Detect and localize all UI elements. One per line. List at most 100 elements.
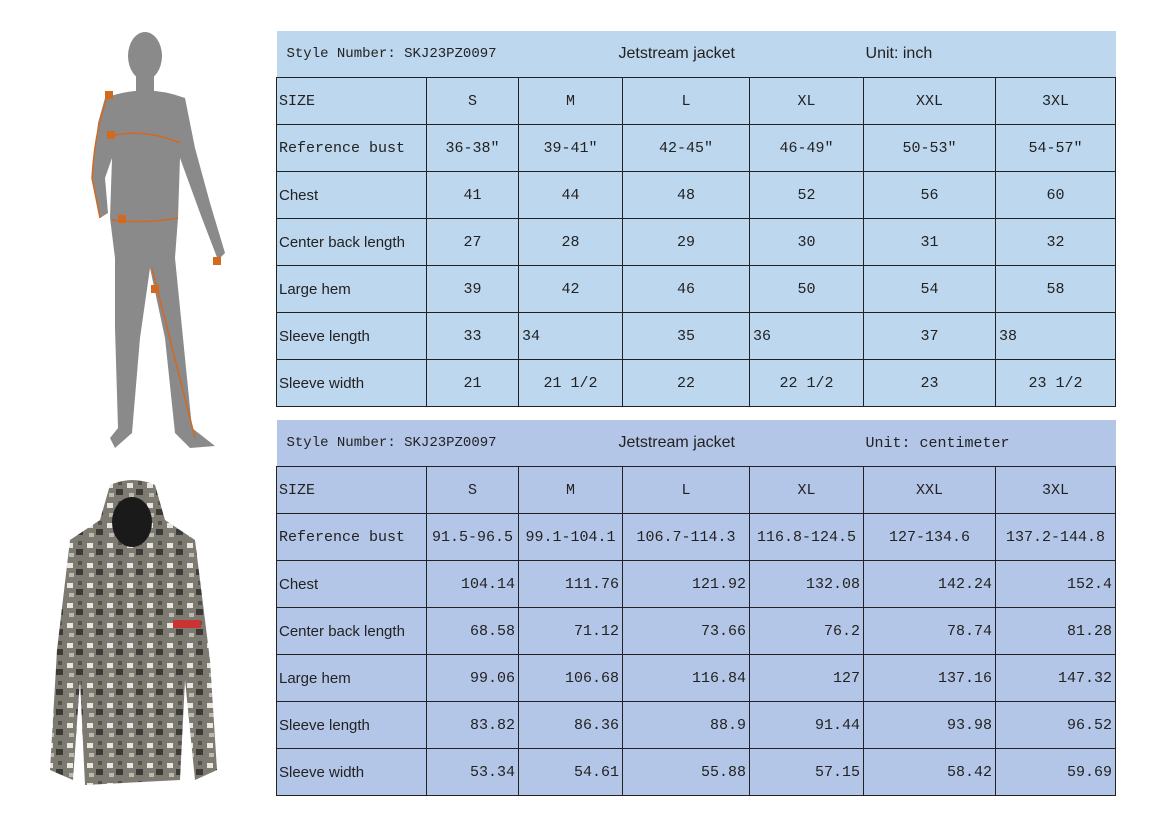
measurement-cell: 73.66 — [622, 607, 751, 655]
measurement-cell: 71.12 — [518, 607, 624, 655]
measurement-cell: 91.5-96.5 — [425, 513, 520, 561]
measurement-cell: 34 — [518, 312, 624, 360]
measurement-cell: 42-45″ — [622, 124, 751, 172]
measurement-cell: 39 — [425, 265, 520, 313]
measurement-cell: 99.1-104.1 — [518, 513, 624, 561]
row-label: Sleeve width — [276, 359, 427, 407]
measurement-cell: 50-53″ — [863, 124, 997, 172]
measurement-cell: 53.34 — [425, 748, 520, 796]
table-title-row: Style Number: SKJ23PZ0097 Jetstream jack… — [276, 31, 1116, 78]
measurement-cell: 81.28 — [995, 607, 1117, 655]
measurement-cell: 152.4 — [995, 560, 1117, 608]
measurement-cell: 132.08 — [749, 560, 865, 608]
measurement-cell: 54-57″ — [995, 124, 1117, 172]
measurement-cell: 36-38″ — [425, 124, 520, 172]
size-header: XL — [749, 77, 865, 125]
measurement-cell: 93.98 — [863, 701, 997, 749]
row-label: Reference bust — [276, 124, 427, 172]
size-header: XL — [749, 466, 865, 514]
table-row: Center back length 27 28 29 30 31 32 — [276, 218, 1117, 266]
measurement-cell: 116.84 — [622, 654, 751, 702]
measurement-cell: 41 — [425, 171, 520, 219]
measurement-cell: 96.52 — [995, 701, 1117, 749]
measurement-cell: 46 — [622, 265, 751, 313]
measurement-cell: 55.88 — [622, 748, 751, 796]
measurement-cell: 39-41″ — [518, 124, 624, 172]
cm-size-table: Style Number: SKJ23PZ0097 Jetstream jack… — [276, 420, 1117, 796]
measurement-cell: 38 — [995, 312, 1117, 360]
measurement-cell: 104.14 — [425, 560, 520, 608]
table-row: Large hem 39 42 46 50 54 58 — [276, 265, 1117, 313]
measurement-cell: 76.2 — [749, 607, 865, 655]
measurement-cell: 30 — [749, 218, 865, 266]
size-header: M — [518, 77, 624, 125]
measurement-cell: 88.9 — [622, 701, 751, 749]
size-label: SIZE — [276, 466, 427, 514]
measurement-cell: 22 1/2 — [749, 359, 865, 407]
measurement-cell: 78.74 — [863, 607, 997, 655]
size-header: M — [518, 466, 624, 514]
table-row: Reference bust 91.5-96.5 99.1-104.1 106.7-1… — [276, 513, 1117, 561]
measurement-cell: 54.61 — [518, 748, 624, 796]
row-label: Sleeve length — [276, 312, 427, 360]
measurement-cell: 59.69 — [995, 748, 1117, 796]
measurement-cell: 83.82 — [425, 701, 520, 749]
measurement-cell: 33 — [425, 312, 520, 360]
table-row: Sleeve width 53.34 54.61 55.88 57.15 58.42 59.… — [276, 748, 1117, 796]
measurement-cell: 99.06 — [425, 654, 520, 702]
measurement-cell: 21 — [425, 359, 520, 407]
jacket-product-image — [50, 480, 217, 785]
row-label: Chest — [276, 171, 427, 219]
measurement-cell: 56 — [863, 171, 997, 219]
measurement-cell: 22 — [622, 359, 751, 407]
row-label: Sleeve length — [276, 701, 427, 749]
measurement-cell: 116.8-124.5 — [749, 513, 865, 561]
table-row: Reference bust 36-38″ 39-41″ 42-45″ 46-49″ 50… — [276, 124, 1117, 172]
measurement-cell: 68.58 — [425, 607, 520, 655]
measurement-cell: 36 — [749, 312, 865, 360]
measurement-cell: 42 — [518, 265, 624, 313]
row-label: Chest — [276, 560, 427, 608]
measurement-cell: 121.92 — [622, 560, 751, 608]
measurement-cell: 60 — [995, 171, 1117, 219]
measurement-cell: 37 — [863, 312, 997, 360]
measurement-cell: 48 — [622, 171, 751, 219]
measurement-cell: 31 — [863, 218, 997, 266]
marker-2 — [107, 131, 115, 139]
inch-size-table: Style Number: SKJ23PZ0097 Jetstream jack… — [276, 31, 1117, 407]
body-measurement-figure — [91, 32, 225, 448]
size-header: L — [622, 466, 751, 514]
header-row: SIZE S M L XL XXL 3XL — [276, 466, 1117, 514]
unit-label: Unit: centimeter — [863, 420, 1116, 467]
unit-label: Unit: inch — [863, 31, 1116, 78]
measurement-cell: 91.44 — [749, 701, 865, 749]
product-name: Jetstream jacket — [518, 31, 864, 78]
measurement-cell: 50 — [749, 265, 865, 313]
table-row: Sleeve length 83.82 86.36 88.9 91.44 93.98 96.… — [276, 701, 1117, 749]
measurement-cell: 54 — [863, 265, 997, 313]
style-number: Style Number: SKJ23PZ0097 — [276, 420, 519, 467]
measurement-cell: 137.2-144.8 — [995, 513, 1117, 561]
size-label: SIZE — [276, 77, 427, 125]
row-label: Center back length — [276, 607, 427, 655]
size-header: S — [425, 466, 520, 514]
measurement-cell: 111.76 — [518, 560, 624, 608]
table-title-row: Style Number: SKJ23PZ0097 Jetstream jack… — [276, 420, 1116, 467]
measurement-cell: 46-49″ — [749, 124, 865, 172]
table-row: Sleeve width 21 21 1/2 22 22 1/2 23 23 1/2 — [276, 359, 1117, 407]
measurement-cell: 147.32 — [995, 654, 1117, 702]
measurement-cell: 29 — [622, 218, 751, 266]
table-row: Center back length 68.58 71.12 73.66 76.2 78.… — [276, 607, 1117, 655]
marker-1 — [105, 91, 113, 99]
product-name: Jetstream jacket — [518, 420, 864, 467]
measurement-cell: 127-134.6 — [863, 513, 997, 561]
table-row: Large hem 99.06 106.68 116.84 127 137.16 147.3… — [276, 654, 1117, 702]
row-label: Center back length — [276, 218, 427, 266]
marker-3 — [118, 215, 126, 223]
measurement-cell: 142.24 — [863, 560, 997, 608]
measurement-cell: 32 — [995, 218, 1117, 266]
table-row: Sleeve length 33 34 35 36 37 38 — [276, 312, 1117, 360]
measurement-cell: 35 — [622, 312, 751, 360]
measurement-cell: 57.15 — [749, 748, 865, 796]
marker-5 — [213, 257, 221, 265]
